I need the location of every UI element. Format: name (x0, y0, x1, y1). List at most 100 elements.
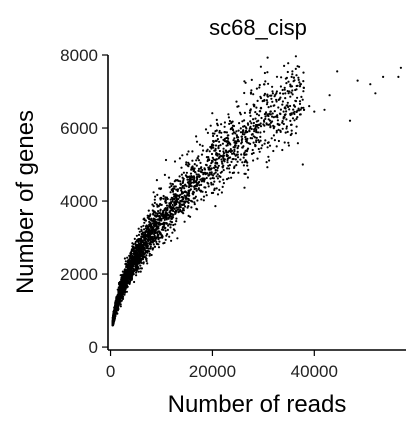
scatter-point (142, 218, 145, 221)
x-tick-label: 20000 (189, 362, 236, 381)
scatter-point (247, 168, 250, 171)
scatter-point (287, 92, 290, 95)
scatter-point (243, 172, 246, 175)
scatter-point (292, 108, 295, 111)
scatter-point (131, 269, 134, 272)
scatter-point (233, 166, 236, 169)
scatter-point (208, 171, 212, 174)
scatter-point (153, 218, 156, 221)
scatter-point (237, 144, 240, 148)
scatter-point (199, 178, 202, 181)
scatter-point (281, 88, 284, 92)
scatter-point (213, 132, 216, 135)
scatter-point (291, 117, 295, 120)
scatter-point (249, 120, 252, 123)
scatter-point (225, 154, 228, 157)
scatter-point (182, 207, 185, 210)
scatter-point (166, 228, 169, 231)
scatter-point (212, 134, 215, 138)
scatter-point (153, 222, 156, 225)
scatter-point (181, 211, 184, 214)
scatter-point (157, 225, 160, 228)
scatter-point (293, 105, 297, 108)
scatter-point (216, 161, 219, 165)
scatter-point (224, 140, 227, 143)
scatter-point (153, 201, 156, 204)
scatter-point (226, 144, 229, 147)
scatter-point (129, 253, 132, 257)
scatter-point (223, 160, 226, 163)
scatter-point (243, 111, 246, 114)
scatter-point (262, 119, 266, 122)
scatter-point (169, 204, 172, 207)
scatter-point (163, 241, 166, 244)
scatter-point (132, 256, 135, 259)
scatter-point (119, 289, 122, 292)
scatter-point (228, 119, 231, 123)
scatter-point (281, 103, 284, 106)
scatter-point (169, 182, 172, 185)
scatter-point (208, 167, 211, 170)
scatter-point (190, 185, 193, 188)
scatter-point (210, 152, 214, 156)
scatter-point (154, 230, 157, 233)
scatter-point (149, 213, 152, 216)
scatter-point (269, 110, 272, 113)
scatter-point (162, 197, 165, 200)
scatter-point (171, 200, 174, 203)
scatter-point (174, 212, 177, 215)
scatter-point (195, 189, 198, 192)
scatter-point (275, 129, 278, 132)
scatter-point (199, 167, 202, 170)
scatter-point (256, 99, 259, 102)
scatter-point (222, 157, 225, 160)
scatter-point (282, 122, 285, 126)
scatter-point (144, 239, 147, 242)
scatter-point (218, 131, 221, 134)
scatter-point (195, 179, 198, 182)
scatter-point (189, 199, 193, 202)
scatter-point (239, 158, 242, 161)
scatter-point (145, 245, 148, 248)
scatter-point (169, 226, 172, 229)
scatter-point (266, 94, 269, 97)
scatter-point (264, 80, 267, 83)
scatter-point (126, 266, 129, 269)
scatter-point (208, 150, 211, 153)
scatter-point (139, 264, 142, 267)
scatter-point (269, 105, 272, 108)
scatter-point (126, 264, 129, 268)
scatter-point (113, 317, 116, 320)
scatter-point (302, 90, 305, 93)
scatter-point (179, 208, 182, 211)
scatter-point (266, 146, 269, 149)
scatter-point (252, 135, 255, 138)
scatter-point (151, 203, 154, 206)
scatter-point (158, 212, 161, 215)
scatter-point (295, 74, 298, 77)
scatter-point (265, 161, 268, 164)
scatter-point (155, 228, 158, 231)
scatter-point (205, 176, 208, 180)
scatter-point (281, 148, 284, 152)
scatter-point (147, 232, 150, 235)
scatter-point (175, 196, 178, 199)
scatter-point (224, 131, 227, 134)
scatter-point (117, 297, 120, 300)
scatter-point (229, 143, 232, 146)
y-tick-label: 0 (89, 338, 98, 357)
scatter-point (297, 76, 300, 79)
scatter-point (207, 174, 210, 177)
scatter-point (289, 85, 292, 88)
scatter-point (147, 237, 150, 241)
scatter-point (120, 274, 123, 277)
scatter-point (140, 249, 143, 252)
scatter-point (267, 118, 270, 121)
scatter-point (266, 101, 269, 104)
scatter-point (122, 284, 125, 287)
scatter-point (209, 124, 212, 127)
scatter-point (252, 121, 255, 125)
scatter-point (149, 226, 153, 229)
scatter-point (146, 242, 149, 245)
scatter-point (127, 269, 130, 272)
